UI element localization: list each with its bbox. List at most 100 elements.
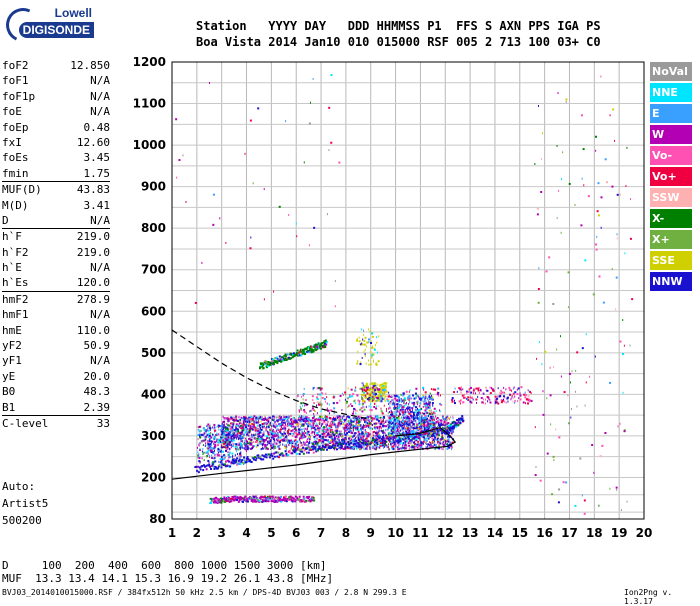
echo-point: [307, 425, 309, 427]
echo-point: [288, 214, 289, 216]
echo-point: [272, 415, 274, 417]
echo-point: [506, 402, 507, 404]
echo-point: [241, 417, 242, 419]
echo-point: [624, 252, 625, 254]
echo-point: [429, 437, 430, 439]
echo-point: [429, 395, 430, 397]
echo-point: [483, 398, 484, 400]
echo-point: [249, 429, 251, 431]
echo-point: [379, 397, 380, 399]
echo-point: [518, 397, 519, 399]
echo-point: [375, 408, 377, 410]
echo-point: [354, 400, 355, 402]
echo-point: [352, 413, 354, 415]
echo-point: [302, 432, 304, 434]
echo-point: [318, 429, 320, 431]
echo-point: [408, 424, 409, 426]
echo-point: [382, 432, 383, 434]
echo-point: [624, 345, 625, 347]
echo-point: [339, 422, 340, 424]
echo-point: [305, 428, 306, 430]
echo-point: [434, 412, 436, 414]
echo-point: [360, 429, 361, 431]
echo-point: [407, 409, 408, 411]
echo-point: [383, 392, 384, 394]
echo-point: [354, 418, 355, 420]
echo-point: [330, 430, 331, 432]
echo-point: [485, 387, 487, 389]
echo-point: [386, 408, 387, 410]
echo-point: [272, 418, 273, 420]
echo-point: [397, 410, 398, 412]
echo-point: [312, 395, 314, 397]
trace-point: [356, 445, 358, 447]
echo-point: [251, 423, 252, 425]
echo-point: [583, 148, 585, 150]
echo-point: [537, 213, 539, 215]
echo-point: [239, 416, 240, 418]
echo-point: [376, 397, 378, 399]
echo-point: [219, 217, 220, 219]
echo-point: [457, 391, 458, 393]
echo-point: [539, 341, 540, 343]
echo-point: [359, 448, 361, 450]
echo-point: [301, 442, 302, 444]
echo-point: [282, 424, 283, 426]
echo-point: [374, 349, 376, 351]
echo-point: [321, 405, 322, 407]
echo-point: [319, 435, 321, 437]
echo-point: [227, 443, 228, 445]
echo-point: [424, 398, 425, 400]
echo-point: [328, 149, 329, 151]
echo-point: [398, 446, 399, 448]
echo-point: [305, 399, 306, 401]
echo-point: [460, 402, 461, 404]
echo-point: [250, 420, 252, 422]
echo-point: [571, 408, 572, 410]
echo-point: [356, 429, 357, 431]
echo-point: [423, 406, 424, 408]
echo-point: [391, 444, 392, 446]
echo-point: [213, 448, 214, 450]
echo-point: [388, 392, 389, 394]
echo-point: [371, 417, 372, 419]
echo-point: [292, 445, 293, 447]
echo-point: [222, 423, 223, 425]
echo-point: [238, 435, 239, 437]
echo-point: [223, 458, 225, 460]
echo-point: [306, 412, 307, 414]
echo-point: [517, 400, 518, 402]
echo-point: [245, 421, 247, 423]
echo-point: [570, 381, 571, 383]
echo-point: [341, 430, 342, 432]
echo-point: [221, 444, 222, 446]
echo-point: [240, 425, 241, 427]
echo-point: [346, 402, 348, 404]
echo-point: [292, 441, 294, 443]
echo-point: [518, 387, 520, 389]
echo-point: [344, 419, 346, 421]
echo-point: [198, 453, 199, 455]
echo-point: [352, 436, 353, 438]
echo-point: [550, 394, 552, 396]
echo-point: [379, 426, 381, 428]
trace-point: [361, 442, 363, 444]
echo-point: [536, 358, 537, 360]
echo-point: [318, 423, 319, 425]
echo-point: [445, 422, 446, 424]
echo-point: [245, 428, 247, 430]
trace-point: [234, 462, 236, 464]
echo-point: [399, 432, 400, 434]
echo-point: [207, 447, 208, 449]
echo-point: [374, 383, 376, 385]
echo-point: [333, 440, 335, 442]
echo-point: [203, 429, 205, 431]
echo-point: [307, 444, 309, 446]
echo-point: [460, 388, 461, 390]
trace-point: [287, 454, 289, 456]
echo-point: [425, 405, 427, 407]
echo-point: [221, 450, 222, 452]
echo-point: [233, 424, 234, 426]
echo-point: [269, 440, 271, 442]
echo-point: [395, 433, 397, 435]
